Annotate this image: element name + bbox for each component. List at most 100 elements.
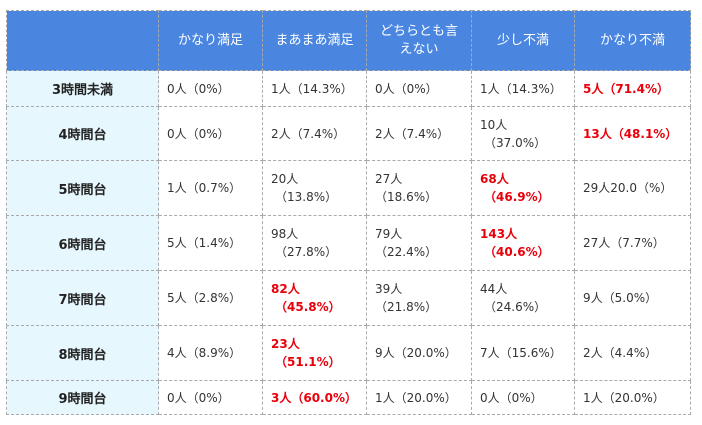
cell-value: 2人（7.4%） xyxy=(271,127,345,141)
count: 1人 xyxy=(271,81,291,96)
percentage: （0%） xyxy=(394,81,438,96)
cell-value: 0人（0%） xyxy=(167,82,230,96)
percentage: （60.0%） xyxy=(291,390,357,405)
percentage: （%） xyxy=(637,181,673,195)
row-header: 4時間台 xyxy=(6,106,159,161)
table-cell: 20人 （13.8%） xyxy=(262,160,367,216)
table-cell: 143人 （40.6%） xyxy=(471,215,575,271)
percentage: （18.6%） xyxy=(375,190,438,204)
percentage: （7.4%） xyxy=(290,126,346,141)
percentage: （2.8%） xyxy=(186,291,242,305)
percentage: （1.4%） xyxy=(186,236,242,250)
count: 23人 xyxy=(271,337,300,351)
count: 0人 xyxy=(480,390,500,405)
percentage: （5.0%） xyxy=(602,291,658,305)
cell-value: 1人（14.3%） xyxy=(480,82,562,96)
cell-value: 143人 （40.6%） xyxy=(480,225,566,261)
count: 0人 xyxy=(167,81,187,96)
count: 0人 xyxy=(167,126,187,141)
cell-value: 27人 （18.6%） xyxy=(375,172,437,204)
count: 29人20.0 xyxy=(583,181,637,195)
table-cell: 1人（0.7%） xyxy=(158,160,263,216)
table-cell: 79人 （22.4%） xyxy=(366,215,472,271)
table-cell: 13人（48.1%） xyxy=(574,106,691,161)
count: 39人 xyxy=(375,282,403,296)
percentage: （7.7%） xyxy=(610,236,665,250)
count: 1人 xyxy=(583,390,603,405)
percentage: （7.4%） xyxy=(394,126,450,141)
cell-value: 44人 （24.6%） xyxy=(480,280,566,316)
column-header: まあまあ満足 xyxy=(262,10,367,71)
cell-value: 13人（48.1%） xyxy=(583,127,677,141)
percentage: （0.7%） xyxy=(186,181,242,195)
count: 68人 xyxy=(480,172,509,186)
table-cell: 44人 （24.6%） xyxy=(471,270,575,326)
table-cell: 23人 （51.1%） xyxy=(262,325,367,381)
cell-value: 20人 （13.8%） xyxy=(271,170,358,206)
column-header: どちらとも言えない xyxy=(366,10,472,71)
row-header: 6時間台 xyxy=(6,215,159,271)
count: 82人 xyxy=(271,282,300,296)
percentage: （45.8%） xyxy=(275,300,341,314)
row-header: 9時間台 xyxy=(6,380,159,415)
count: 27人 xyxy=(375,172,403,186)
table-cell: 3人（60.0%） xyxy=(262,380,367,415)
percentage: （21.8%） xyxy=(375,300,438,314)
cell-value: 68人 （46.9%） xyxy=(480,170,566,206)
count: 10人 xyxy=(480,117,508,132)
table-cell: 27人（7.7%） xyxy=(574,215,691,271)
cell-value: 29人20.0（%） xyxy=(583,181,672,195)
column-header: 少し不満 xyxy=(471,10,575,71)
count: 7人 xyxy=(480,346,500,360)
percentage: （14.3%） xyxy=(290,81,353,96)
cell-value: 0人（0%） xyxy=(480,391,543,405)
table-row: 6時間台 5人（1.4%） 98人 （27.8%） 79人 （22.4%） 143人 （40.… xyxy=(6,215,691,271)
count: 98人 xyxy=(271,227,299,241)
table-cell: 0人（0%） xyxy=(158,70,263,107)
percentage: （20.0%） xyxy=(394,346,457,360)
percentage: （15.6%） xyxy=(499,346,562,360)
row-header: 7時間台 xyxy=(6,270,159,326)
cell-value: 1人（20.0%） xyxy=(375,391,457,405)
table-cell: 5人（71.4%） xyxy=(574,70,691,107)
table-cell: 1人（20.0%） xyxy=(366,380,472,415)
table-cell: 0人（0%） xyxy=(158,106,263,161)
cell-value: 98人 （27.8%） xyxy=(271,225,358,261)
count: 1人 xyxy=(167,181,187,195)
percentage: （0%） xyxy=(186,390,230,405)
count: 1人 xyxy=(480,81,500,96)
table-cell: 2人（4.4%） xyxy=(574,325,691,381)
count: 13人 xyxy=(583,126,612,141)
table-cell: 4人（8.9%） xyxy=(158,325,263,381)
percentage: （46.9%） xyxy=(484,190,550,204)
cell-value: 79人 （22.4%） xyxy=(375,227,437,259)
table-cell: 1人（14.3%） xyxy=(471,70,575,107)
cell-value: 23人 （51.1%） xyxy=(271,335,358,371)
count: 5人 xyxy=(167,236,187,250)
table-cell: 68人 （46.9%） xyxy=(471,160,575,216)
table-cell: 29人20.0（%） xyxy=(574,160,691,216)
percentage: （0%） xyxy=(499,390,543,405)
percentage: （51.1%） xyxy=(275,355,341,369)
column-header: かなり不満 xyxy=(574,10,691,71)
cell-value: 27人（7.7%） xyxy=(583,236,665,250)
count: 0人 xyxy=(167,390,187,405)
table-row: 3時間未満 0人（0%） 1人（14.3%） 0人（0%） 1人（14.3%） 5人（71… xyxy=(6,70,691,107)
count: 79人 xyxy=(375,227,403,241)
cell-value: 0人（0%） xyxy=(375,82,438,96)
table-cell: 10人 （37.0%） xyxy=(471,106,575,161)
count: 5人 xyxy=(167,291,187,305)
count: 4人 xyxy=(167,346,187,360)
table-cell: 2人（7.4%） xyxy=(366,106,472,161)
cell-value: 5人（71.4%） xyxy=(583,82,669,96)
cell-value: 2人（7.4%） xyxy=(375,127,449,141)
count: 3人 xyxy=(271,390,292,405)
percentage: （4.4%） xyxy=(602,346,658,360)
percentage: （27.8%） xyxy=(275,245,338,259)
row-header: 5時間台 xyxy=(6,160,159,216)
sleep-satisfaction-table: かなり満足 まあまあ満足 どちらとも言えない 少し不満 かなり不満 3時間未満 0… xyxy=(6,10,691,415)
percentage: （0%） xyxy=(186,81,230,96)
cell-value: 5人（1.4%） xyxy=(167,236,241,250)
cell-value: 4人（8.9%） xyxy=(167,346,241,360)
table-cell: 0人（0%） xyxy=(158,380,263,415)
